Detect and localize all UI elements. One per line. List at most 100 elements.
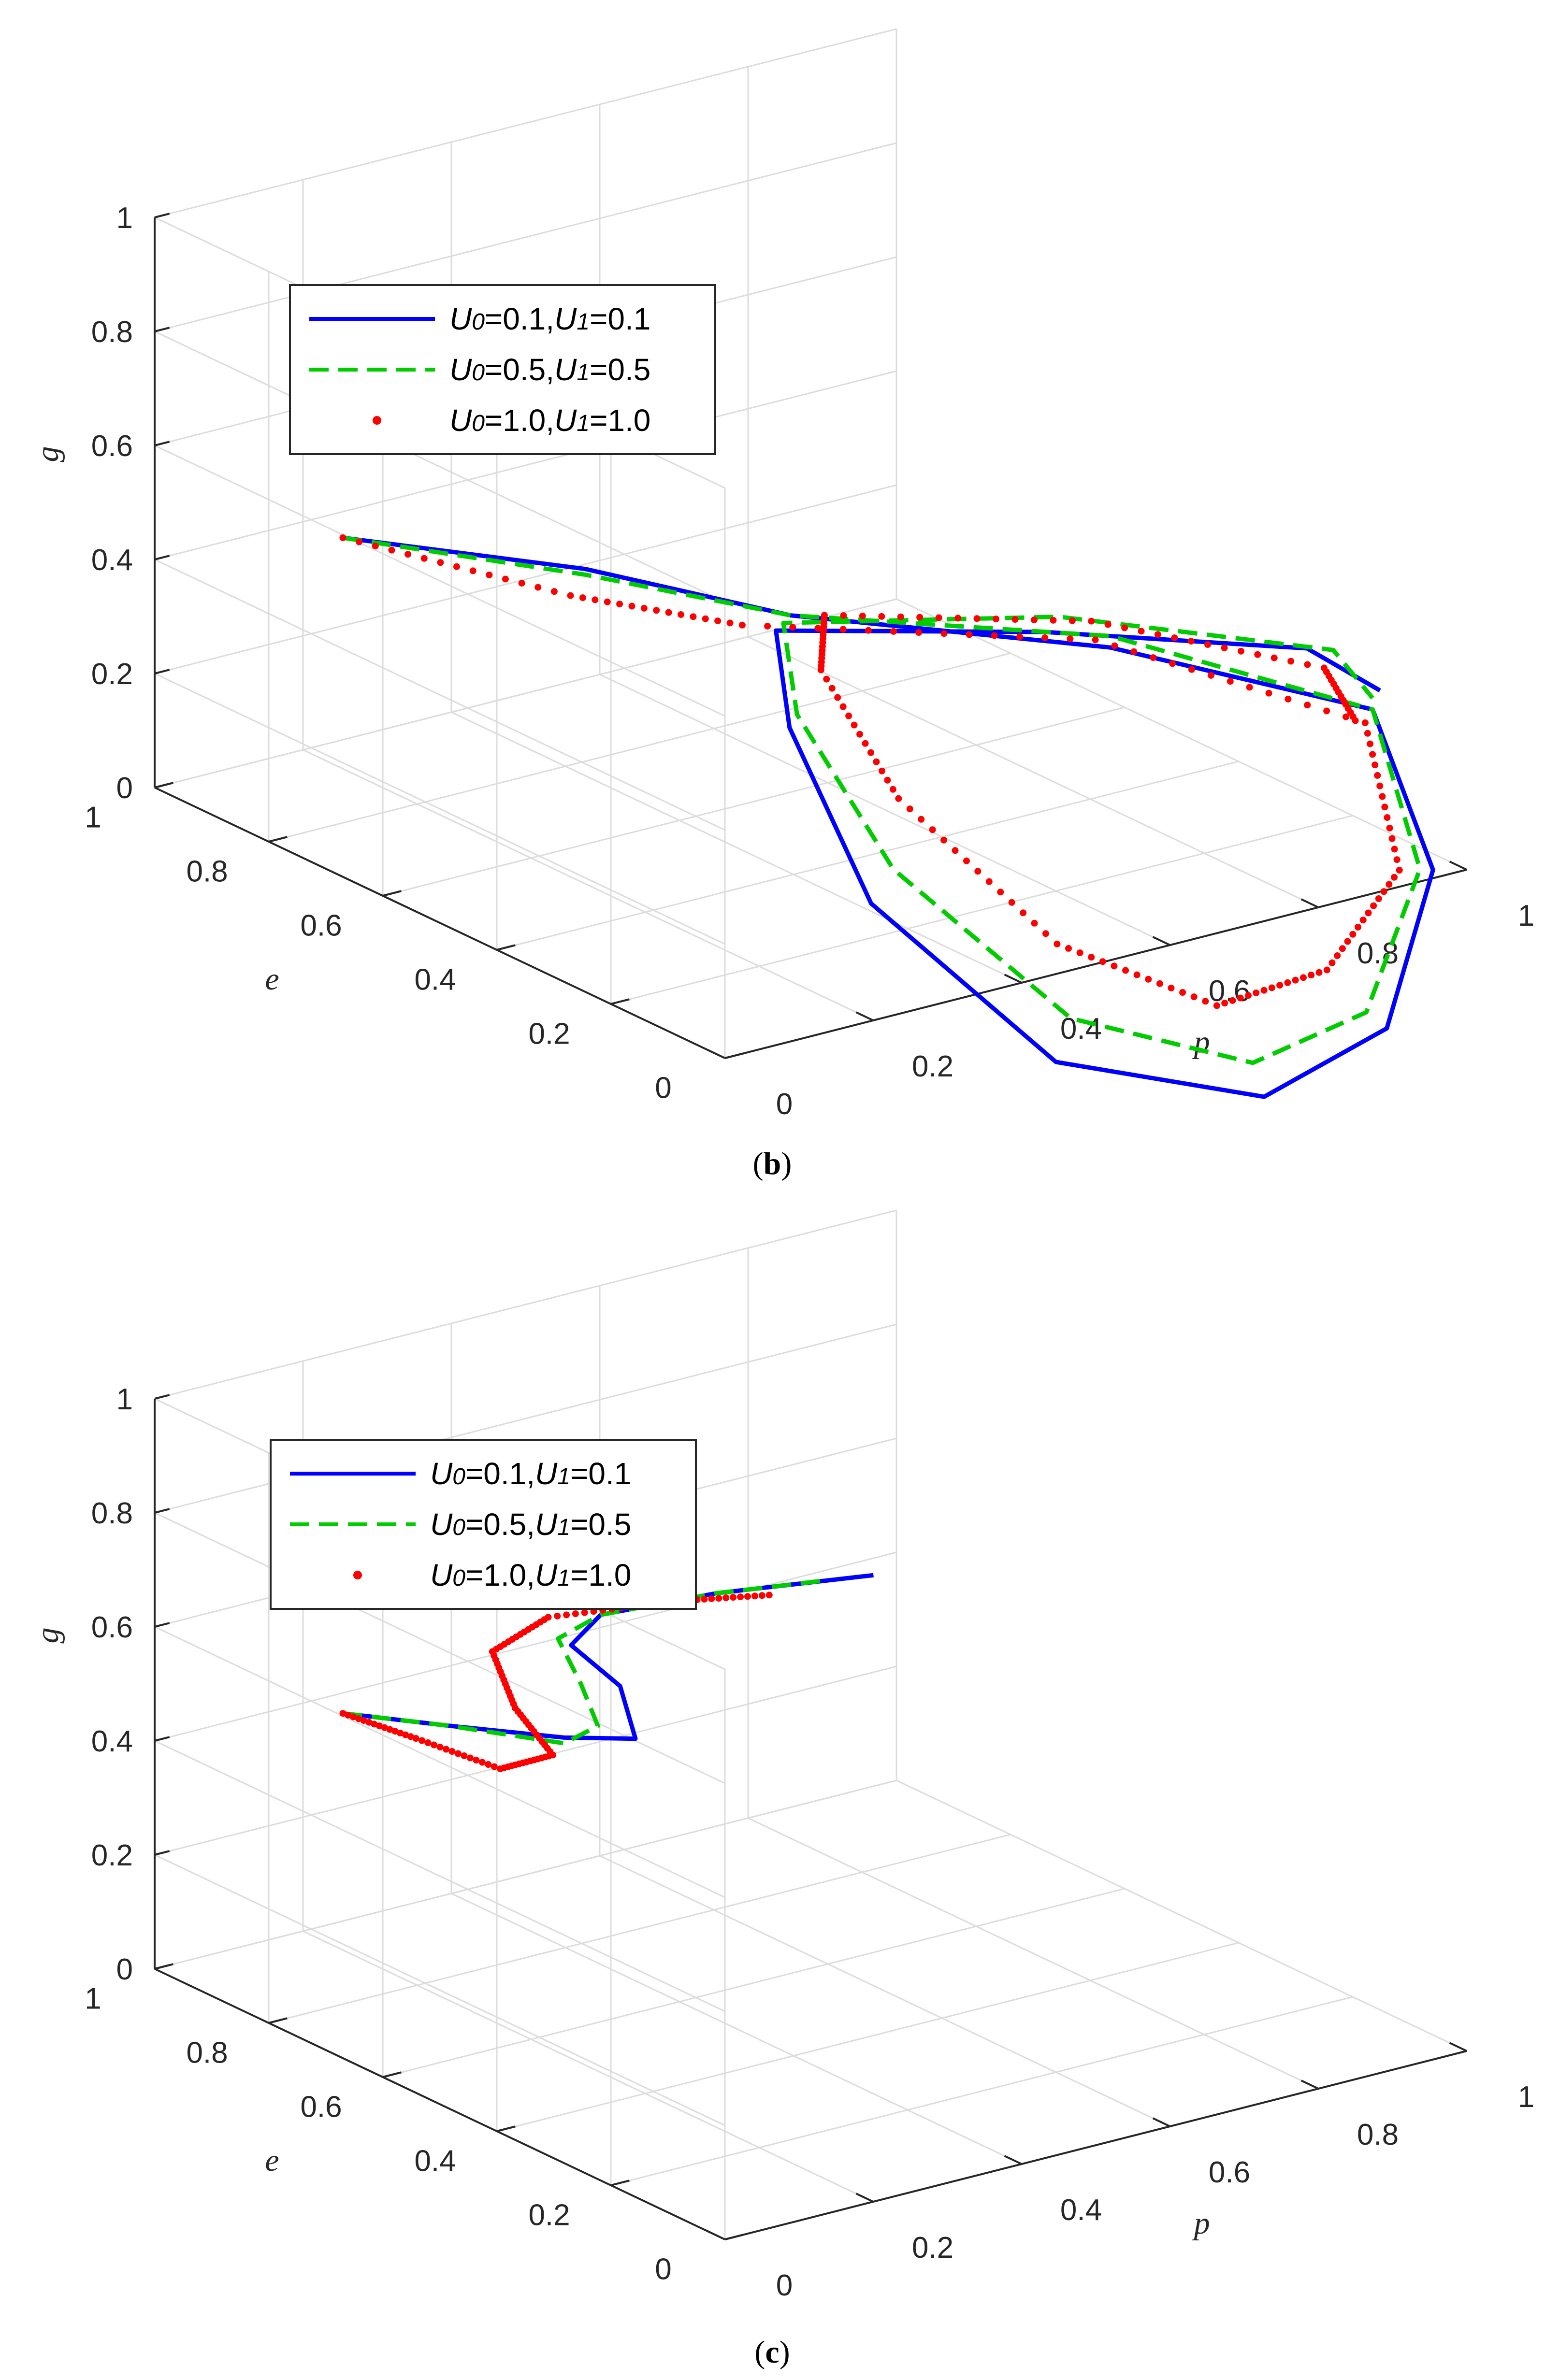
series-point bbox=[916, 614, 924, 621]
series-point bbox=[889, 786, 896, 793]
p-tick-label: 0.4 bbox=[1060, 1012, 1102, 1046]
p-tick bbox=[1449, 860, 1467, 871]
series-point bbox=[1050, 617, 1057, 624]
grid-line bbox=[154, 1551, 897, 1742]
series-point bbox=[1260, 987, 1268, 994]
series-point bbox=[653, 607, 660, 614]
grid-line bbox=[268, 1834, 1011, 2024]
e-tick-label: 0.6 bbox=[300, 2090, 342, 2123]
series-point bbox=[1380, 888, 1387, 895]
series-point bbox=[1374, 772, 1381, 779]
p-tick-label: 0 bbox=[776, 1088, 793, 1121]
series-point bbox=[1154, 631, 1161, 638]
g-tick bbox=[154, 1736, 170, 1742]
e-tick bbox=[496, 944, 516, 951]
series-point bbox=[1386, 824, 1393, 832]
series-1-line bbox=[342, 535, 1422, 1065]
legend-marker bbox=[353, 1571, 362, 1579]
e-tick bbox=[154, 782, 173, 789]
series-point bbox=[485, 1761, 492, 1768]
grid-line bbox=[154, 28, 897, 218]
series-point bbox=[640, 604, 648, 612]
series-point bbox=[1390, 874, 1398, 881]
series-point bbox=[714, 617, 722, 625]
grid-line bbox=[303, 749, 874, 1021]
series-point bbox=[851, 721, 858, 729]
legend-box bbox=[270, 1439, 697, 1610]
grid-line bbox=[303, 1930, 874, 2203]
series-point bbox=[1300, 974, 1307, 981]
p-tick bbox=[1152, 936, 1170, 946]
series-point bbox=[436, 1744, 444, 1750]
grid-line bbox=[451, 711, 1022, 984]
series-point bbox=[677, 611, 684, 618]
series-point bbox=[897, 613, 904, 620]
series-point bbox=[376, 1722, 383, 1730]
series-point bbox=[1169, 660, 1176, 667]
series-point bbox=[1008, 899, 1015, 906]
series-point bbox=[563, 1611, 570, 1619]
series-point bbox=[1237, 994, 1244, 1002]
legend-label: U0=0.1,U1=0.1 bbox=[449, 301, 650, 336]
series-point bbox=[554, 1612, 561, 1620]
series-point bbox=[1088, 954, 1095, 961]
series-point bbox=[715, 1595, 722, 1602]
panel-caption: (c) bbox=[754, 2335, 790, 2370]
series-point bbox=[412, 1735, 419, 1742]
series-point bbox=[726, 619, 734, 627]
g-tick-label: 0 bbox=[116, 772, 133, 805]
g-axis-label: g bbox=[30, 446, 65, 462]
legend-label: U0=0.1,U1=0.1 bbox=[430, 1456, 631, 1491]
e-tick bbox=[496, 2125, 516, 2132]
series-point bbox=[1381, 803, 1388, 811]
p-axis-label: p bbox=[1192, 2206, 1210, 2241]
grid-line bbox=[748, 1817, 1319, 2090]
series-point bbox=[381, 1724, 388, 1731]
series-point bbox=[404, 551, 412, 558]
series-point bbox=[708, 1595, 715, 1602]
g-tick bbox=[154, 1394, 170, 1400]
series-point bbox=[550, 588, 558, 595]
series-point bbox=[856, 731, 864, 738]
series-point bbox=[1304, 661, 1311, 668]
series-point bbox=[356, 538, 363, 545]
series-point bbox=[823, 675, 830, 683]
e-tick-label: 0.8 bbox=[186, 2036, 228, 2069]
p-tick bbox=[1300, 2079, 1319, 2090]
grid-line bbox=[382, 1888, 1125, 2078]
e-tick bbox=[382, 2071, 402, 2078]
series-point bbox=[1361, 719, 1369, 726]
series-point bbox=[985, 878, 993, 885]
series-point bbox=[1150, 654, 1157, 661]
series-point bbox=[1030, 616, 1038, 623]
series-point bbox=[372, 543, 379, 550]
g-tick bbox=[154, 669, 170, 674]
grid-line bbox=[599, 674, 1170, 946]
series-point bbox=[1041, 634, 1049, 641]
series-point bbox=[873, 758, 880, 765]
series-point bbox=[1031, 919, 1038, 927]
p-tick-label: 0.6 bbox=[1209, 2156, 1250, 2189]
grid-line bbox=[496, 1942, 1239, 2132]
g-tick-label: 0.6 bbox=[91, 1611, 133, 1644]
series-point bbox=[1365, 909, 1372, 917]
series-point bbox=[1328, 959, 1336, 966]
p-tick bbox=[1152, 2117, 1170, 2127]
series-point bbox=[1138, 628, 1145, 635]
series-point bbox=[1386, 881, 1393, 888]
series-point bbox=[1237, 647, 1244, 655]
grid-line bbox=[154, 1779, 897, 1970]
series-point bbox=[1334, 952, 1341, 959]
series-point bbox=[895, 795, 902, 802]
series-point bbox=[940, 836, 948, 844]
series-point bbox=[1221, 1000, 1228, 1007]
series-point bbox=[1133, 971, 1141, 978]
series-point bbox=[502, 575, 509, 583]
series-point bbox=[828, 685, 836, 692]
series-point bbox=[339, 1710, 347, 1717]
series-point bbox=[1054, 940, 1061, 947]
series-point bbox=[442, 1746, 449, 1753]
series-point bbox=[391, 1728, 399, 1735]
grid-line bbox=[154, 1626, 725, 1898]
series-point bbox=[1315, 969, 1323, 976]
